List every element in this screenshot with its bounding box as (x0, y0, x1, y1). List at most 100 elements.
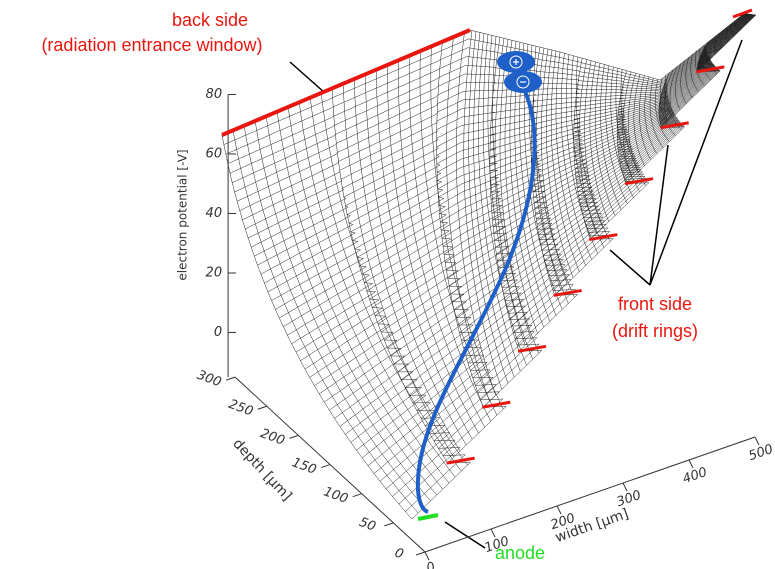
annotation: back side (172, 10, 248, 30)
mesh-line (600, 64, 622, 210)
mesh-line (329, 14, 753, 411)
mesh-line (291, 13, 751, 345)
back-side (221, 28, 471, 137)
y-tick (384, 522, 394, 527)
mesh-line (324, 14, 753, 403)
z-tick-label: 20 (206, 265, 223, 280)
mesh-line (287, 106, 450, 484)
mesh-line (594, 63, 616, 216)
mesh-line (446, 36, 490, 402)
mesh-line (298, 102, 456, 478)
mesh-line (221, 11, 747, 136)
mesh-line (287, 13, 751, 336)
mesh-line (584, 60, 603, 228)
mesh-line (509, 41, 544, 328)
charge-sign (513, 59, 519, 65)
y-tick-label: 250 (227, 397, 255, 420)
mesh-line (367, 14, 755, 466)
mesh-line (494, 38, 526, 346)
anode (417, 513, 439, 521)
y-axis-title: depth [μm] (229, 436, 294, 504)
mesh-line (622, 71, 633, 178)
mesh-line (589, 61, 610, 222)
drift-ring (732, 8, 753, 19)
y-tick-label: 0 (393, 546, 406, 563)
mesh-line (283, 13, 751, 327)
mesh-line (690, 54, 699, 92)
mesh-line (314, 14, 752, 386)
drift-ring (553, 288, 582, 297)
drift-ring (660, 121, 689, 130)
x-tick-label: 400 (681, 465, 709, 487)
mesh-line (342, 83, 455, 458)
mesh-line (675, 63, 682, 110)
drift-ring (482, 400, 511, 409)
y-tick (225, 376, 236, 381)
mesh-line (276, 111, 443, 490)
mesh-line (616, 70, 627, 184)
mesh-line (419, 50, 498, 416)
mesh-line (463, 30, 503, 390)
mesh-line (478, 33, 521, 372)
mesh-line (232, 130, 419, 514)
mesh-line (436, 41, 484, 408)
mesh-line (267, 13, 750, 293)
mesh-line (265, 116, 437, 496)
x-tick-label: 0 (425, 560, 438, 569)
mesh-line (387, 64, 479, 434)
mesh-line (239, 12, 747, 211)
mesh-line (499, 39, 532, 340)
mesh-line (232, 12, 746, 183)
y-tick-label: 200 (258, 426, 286, 449)
mesh-line (565, 54, 599, 254)
mesh-line (398, 60, 485, 428)
y-tick (352, 493, 362, 498)
mesh-line (331, 88, 448, 464)
mesh-line (405, 14, 757, 512)
y-tick (257, 405, 267, 410)
axis-line (424, 436, 756, 553)
mesh-line (354, 78, 461, 452)
x-tick-label: 300 (615, 488, 643, 510)
charge (509, 55, 523, 69)
surface-mesh (221, 11, 757, 520)
y-tick (415, 551, 426, 556)
mesh-line (610, 66, 634, 198)
mesh-line (536, 48, 562, 290)
mesh-line (473, 32, 515, 378)
mesh-line (392, 14, 756, 497)
pointers (444, 39, 743, 549)
mesh-line (251, 12, 748, 248)
y-tick (289, 434, 299, 439)
x-tick (754, 436, 760, 446)
annotation: front side (618, 294, 692, 314)
mesh-line (555, 51, 586, 266)
mesh-line (386, 14, 756, 490)
mesh-line (376, 69, 473, 440)
mesh-line (247, 12, 748, 239)
drift-ring (696, 65, 725, 74)
mesh-line (408, 55, 492, 422)
mesh-line (229, 12, 746, 174)
mesh-line (550, 50, 580, 272)
mesh-line (644, 76, 658, 154)
mesh-line (242, 12, 747, 221)
mesh-line (339, 14, 754, 427)
mesh-line (541, 49, 568, 284)
mesh-line (254, 12, 748, 257)
x-tick (556, 505, 562, 515)
mesh-line (279, 13, 750, 319)
y-tick-label: 100 (321, 484, 349, 507)
mesh-line (257, 12, 749, 266)
mesh-line (639, 75, 651, 160)
mesh-line (319, 14, 753, 395)
electron-track (415, 84, 537, 514)
mesh-line (243, 125, 425, 508)
mesh-line (309, 14, 752, 378)
mesh-line (236, 12, 747, 202)
mesh-line (356, 14, 755, 451)
pointer (289, 61, 326, 94)
annotation: (drift rings) (612, 321, 698, 341)
mesh-line (468, 31, 509, 384)
